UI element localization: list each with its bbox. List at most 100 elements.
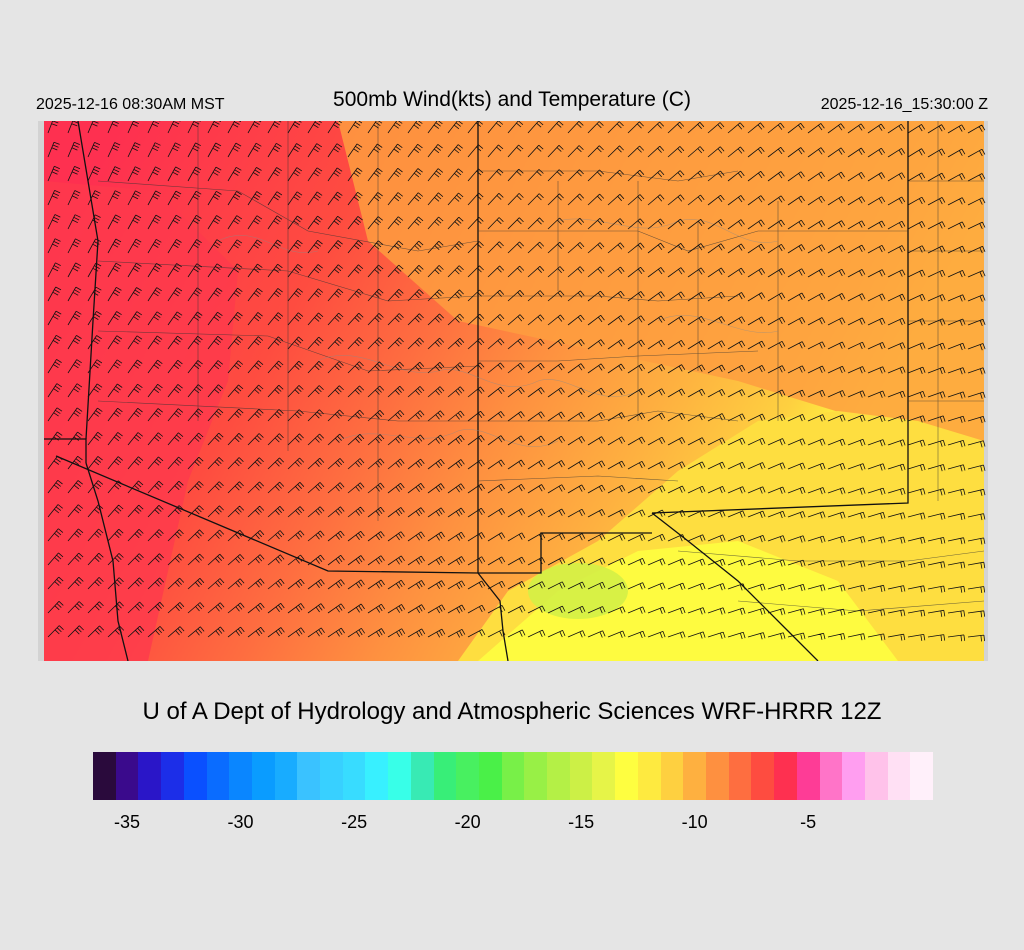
wind-barb — [247, 336, 264, 350]
wind-barb — [367, 555, 385, 566]
wind-barb — [867, 147, 886, 158]
wind-barb — [87, 238, 102, 254]
wind-barb — [947, 488, 966, 496]
wind-barb — [87, 480, 104, 494]
colorbar-swatch — [297, 752, 321, 800]
wind-barb — [307, 312, 324, 326]
wind-barb — [587, 436, 606, 446]
wind-barb — [247, 481, 264, 494]
wind-barb — [767, 316, 786, 326]
wind-barb — [647, 267, 665, 278]
wind-barb — [967, 294, 986, 302]
wind-barb — [367, 313, 384, 326]
wind-barb — [527, 169, 544, 182]
colorbar-tick-label: -35 — [114, 812, 141, 832]
wind-barb — [47, 601, 64, 614]
wind-barb — [927, 294, 946, 302]
wind-barb — [887, 366, 906, 374]
wind-barb — [767, 535, 786, 543]
colorbar-swatch — [410, 752, 434, 800]
colorbar-swatch — [796, 752, 820, 800]
wind-barb — [787, 559, 806, 567]
wind-barb — [727, 510, 746, 518]
wind-barb — [807, 560, 826, 568]
wind-barb — [587, 266, 605, 278]
wind-barb — [667, 607, 686, 615]
wind-barb — [667, 631, 686, 639]
colorbar-swatch — [274, 752, 298, 800]
wind-barb — [107, 335, 123, 350]
wind-barb — [747, 389, 766, 398]
wind-barb — [407, 265, 424, 278]
wind-barb — [207, 432, 224, 446]
wind-barb — [307, 482, 325, 494]
wind-barb — [247, 360, 264, 374]
wind-barb — [687, 510, 706, 518]
wind-barb — [147, 287, 162, 302]
wind-barb — [587, 290, 605, 302]
wind-barb — [587, 606, 606, 614]
wind-barb — [807, 511, 826, 519]
wind-barb — [407, 240, 424, 254]
wind-barb — [287, 482, 305, 494]
wind-barb — [447, 144, 463, 158]
wind-barb — [147, 263, 162, 278]
wind-barb — [627, 460, 646, 470]
wind-barb — [167, 142, 181, 158]
wind-barb — [887, 536, 906, 544]
colorbar-swatch — [342, 752, 366, 800]
wind-barb — [747, 316, 766, 326]
wind-barb — [107, 166, 121, 182]
wind-barb — [367, 167, 383, 182]
wind-barb — [767, 413, 786, 422]
wind-barb — [887, 220, 906, 230]
wind-barb — [107, 286, 122, 302]
wind-barb — [387, 337, 404, 350]
wind-barb — [307, 457, 325, 470]
wind-barb — [547, 145, 564, 158]
wind-barb — [487, 144, 504, 158]
wind-barb — [827, 511, 846, 519]
wind-barb — [747, 559, 766, 567]
wind-barb — [467, 507, 486, 518]
wind-barb — [647, 582, 666, 590]
wind-barb — [567, 339, 585, 350]
wind-barb — [427, 555, 446, 566]
wind-barb — [67, 407, 83, 422]
wind-barb — [827, 560, 846, 568]
wind-barb — [167, 311, 183, 326]
wind-barb — [147, 335, 163, 350]
wind-barb — [707, 243, 725, 254]
wind-barb — [647, 145, 665, 158]
wind-barb — [507, 144, 524, 158]
wind-barb — [807, 147, 825, 158]
wind-barb — [867, 220, 886, 230]
wind-barb — [307, 603, 325, 614]
wind-barb — [627, 121, 644, 134]
wind-barb — [187, 287, 203, 302]
wind-barb — [767, 243, 786, 254]
wind-barb — [747, 170, 765, 182]
wind-barb — [547, 435, 566, 446]
wind-barb — [387, 507, 405, 518]
wind-barb — [707, 291, 726, 302]
wind-barb — [787, 219, 806, 230]
wind-barb — [767, 171, 785, 182]
wind-barb — [867, 609, 886, 617]
wind-barb — [447, 604, 466, 614]
wind-barb — [627, 606, 646, 614]
wind-barb — [207, 578, 225, 590]
wind-barb — [647, 121, 664, 134]
wind-barb — [47, 504, 63, 518]
wind-barb — [467, 556, 486, 566]
wind-barb — [287, 603, 305, 614]
wind-barb — [927, 585, 946, 593]
wind-barb — [727, 486, 746, 494]
wind-barb — [467, 459, 485, 470]
wind-barb — [247, 167, 262, 182]
wind-barb — [167, 505, 184, 518]
wind-barb — [307, 579, 325, 590]
wind-barb — [567, 484, 586, 494]
wind-barb — [947, 245, 966, 254]
wind-barb — [147, 456, 164, 470]
